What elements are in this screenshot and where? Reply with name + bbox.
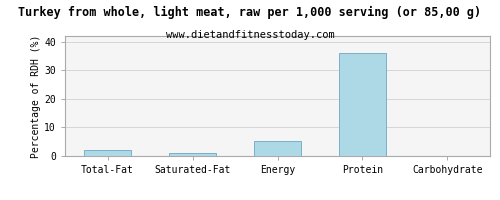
Y-axis label: Percentage of RDH (%): Percentage of RDH (%) xyxy=(32,34,42,158)
Bar xyxy=(169,153,216,156)
Text: Turkey from whole, light meat, raw per 1,000 serving (or 85,00 g): Turkey from whole, light meat, raw per 1… xyxy=(18,6,481,19)
Bar xyxy=(339,53,386,156)
Text: www.dietandfitnesstoday.com: www.dietandfitnesstoday.com xyxy=(166,30,334,40)
Bar xyxy=(254,141,301,156)
Bar xyxy=(84,150,131,156)
